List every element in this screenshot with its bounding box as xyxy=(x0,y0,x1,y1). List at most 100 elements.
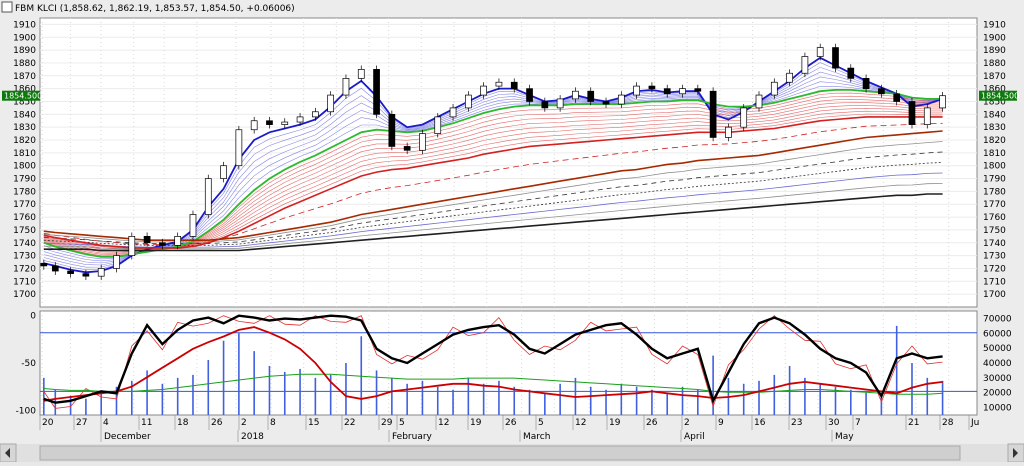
candle-body[interactable] xyxy=(740,107,748,128)
checkbox-icon[interactable] xyxy=(1,1,13,13)
volume-bar xyxy=(69,395,72,415)
candle-body[interactable] xyxy=(480,85,487,96)
candle-body[interactable] xyxy=(373,69,380,115)
candle-body[interactable] xyxy=(572,90,579,100)
candle-body[interactable] xyxy=(679,88,686,95)
candle-body[interactable] xyxy=(755,94,763,109)
candle-body[interactable] xyxy=(220,165,227,179)
candle-body[interactable] xyxy=(709,90,717,138)
x-day-label: 11 xyxy=(141,418,152,428)
volume-bar xyxy=(528,389,531,415)
volume-bar xyxy=(436,386,439,415)
price-tick-label-right: 1780 xyxy=(983,187,1006,197)
candle-body[interactable] xyxy=(541,101,549,109)
candle-body[interactable] xyxy=(159,242,166,246)
candle-body[interactable] xyxy=(633,85,640,96)
price-tick-label-left: 1740 xyxy=(13,239,36,249)
candle-body[interactable] xyxy=(526,88,533,102)
candle-body[interactable] xyxy=(204,178,212,215)
volume-bar xyxy=(482,383,485,415)
x-day-label: 16 xyxy=(754,418,766,428)
candle-body[interactable] xyxy=(128,236,136,256)
candle-body[interactable] xyxy=(495,81,503,87)
candle-body[interactable] xyxy=(816,47,824,57)
candle-body[interactable] xyxy=(939,95,946,109)
candle-body[interactable] xyxy=(342,78,350,96)
volume-bar xyxy=(941,380,944,415)
volume-bar xyxy=(283,371,286,415)
candle-body[interactable] xyxy=(862,78,870,89)
price-tick-label-left: 1720 xyxy=(13,264,36,274)
oscillator-panel[interactable] xyxy=(39,310,978,416)
candle-body[interactable] xyxy=(648,85,656,89)
volume-bar xyxy=(329,374,332,415)
x-month-label: March xyxy=(523,432,550,442)
candle-body[interactable] xyxy=(770,81,778,96)
candle-body[interactable] xyxy=(878,88,885,95)
candle-body[interactable] xyxy=(388,113,396,147)
volume-bar xyxy=(161,383,164,415)
candle-body[interactable] xyxy=(327,94,335,113)
candle-body[interactable] xyxy=(357,69,365,79)
candle-body[interactable] xyxy=(143,236,151,244)
candle-body[interactable] xyxy=(97,268,105,277)
candle-body[interactable] xyxy=(786,72,793,83)
candle-body[interactable] xyxy=(434,116,442,134)
oscillator-grid xyxy=(40,311,977,415)
candle-body[interactable] xyxy=(403,146,411,151)
candle-body[interactable] xyxy=(312,111,319,118)
candle-body[interactable] xyxy=(51,265,59,272)
candle-body[interactable] xyxy=(602,101,610,105)
volume-bar xyxy=(115,386,118,415)
candle-body[interactable] xyxy=(296,116,304,123)
candle-body[interactable] xyxy=(449,107,457,118)
candle-body[interactable] xyxy=(40,262,48,267)
candle-body[interactable] xyxy=(923,107,931,125)
volume-bar xyxy=(804,377,806,415)
volume-bar xyxy=(176,377,179,415)
candle-body[interactable] xyxy=(847,67,855,79)
x-day-label: 15 xyxy=(308,418,319,428)
candle-body[interactable] xyxy=(832,47,839,69)
volume-bar xyxy=(130,380,133,415)
candle-body[interactable] xyxy=(235,129,243,167)
volume-tick-label: 30000 xyxy=(983,374,1012,384)
candle-body[interactable] xyxy=(250,120,258,131)
volume-bar xyxy=(207,360,210,415)
candle-body[interactable] xyxy=(587,90,595,102)
candle-body[interactable] xyxy=(510,81,518,89)
candles-group xyxy=(40,43,946,281)
price-tick-label-left: 1730 xyxy=(13,252,36,262)
red-ribbon-line xyxy=(43,102,943,253)
candle-body[interactable] xyxy=(556,98,564,109)
candle-body[interactable] xyxy=(801,56,809,74)
candle-body[interactable] xyxy=(419,133,426,151)
price-tick-label-right: 1860 xyxy=(983,85,1006,95)
candle-body[interactable] xyxy=(189,214,197,237)
volume-bar xyxy=(406,383,408,415)
candle-body[interactable] xyxy=(725,126,732,138)
candle-body[interactable] xyxy=(67,270,74,274)
candle-body[interactable] xyxy=(663,88,671,95)
candle-body[interactable] xyxy=(694,88,702,92)
candle-body[interactable] xyxy=(266,120,273,125)
candle-body[interactable] xyxy=(893,93,901,102)
candle-body[interactable] xyxy=(908,101,916,125)
candle-body[interactable] xyxy=(82,273,90,277)
x-day-label: 2 xyxy=(241,418,247,428)
candle-body[interactable] xyxy=(174,236,182,246)
volume-bar xyxy=(589,386,592,415)
candle-body[interactable] xyxy=(281,121,289,125)
x-day-label: 19 xyxy=(609,418,621,428)
x-day-label: 7 xyxy=(855,418,861,428)
price-tick-label-left: 1910 xyxy=(13,20,36,30)
scrollbar-thumb[interactable] xyxy=(39,445,961,461)
candle-body[interactable] xyxy=(113,255,120,269)
volume-bar xyxy=(391,377,393,415)
osc-tick-label: -100 xyxy=(16,406,37,416)
volume-bar xyxy=(926,377,929,415)
candle-body[interactable] xyxy=(464,94,472,109)
candle-body[interactable] xyxy=(617,94,625,105)
price-panel[interactable] xyxy=(39,17,978,308)
